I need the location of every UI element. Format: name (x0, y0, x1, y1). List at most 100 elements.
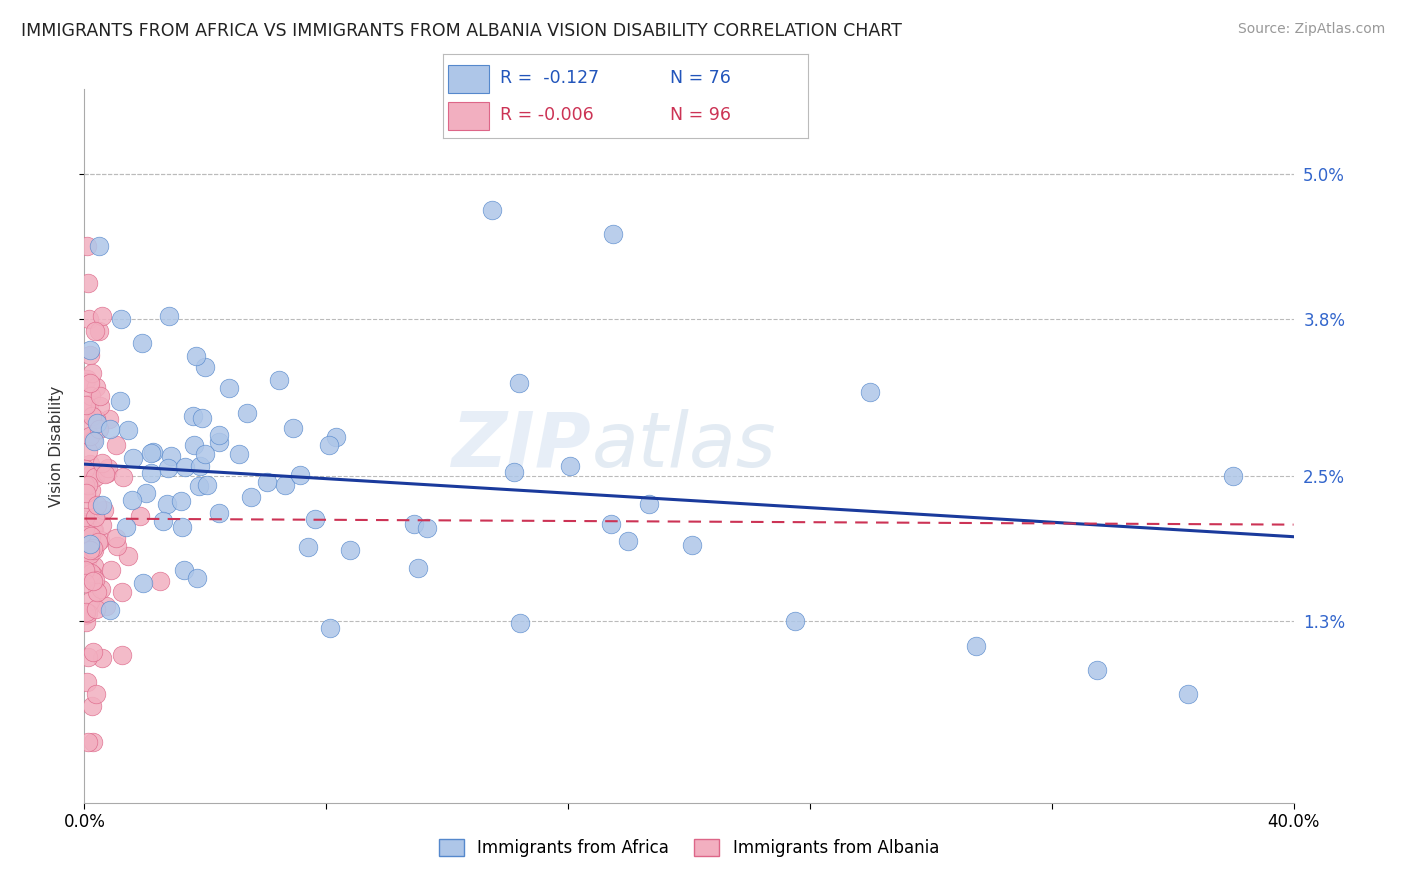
Point (290, 468, 312, 483)
Point (89, 389, 111, 403)
Point (76, 735, 98, 749)
Point (149, 574, 172, 588)
Point (83, 542, 105, 557)
Point (77, 276, 100, 290)
Point (80, 389, 103, 403)
Point (75, 521, 97, 535)
Point (183, 438, 205, 452)
Point (135, 485, 157, 500)
Point (75, 486, 97, 500)
Point (318, 438, 340, 452)
Point (110, 312, 132, 326)
Point (75, 510, 97, 524)
Point (83, 434, 105, 449)
Point (90, 518, 112, 533)
Point (83, 324, 105, 338)
Point (89, 239, 111, 253)
Point (115, 520, 138, 534)
Point (415, 521, 437, 535)
Point (77, 606, 100, 620)
Point (79, 594, 101, 608)
Point (142, 445, 165, 459)
Point (83, 470, 105, 484)
Point (75, 538, 97, 552)
Point (75, 398, 97, 412)
Point (1222, 469, 1244, 483)
Point (82, 467, 104, 481)
Point (83, 523, 105, 537)
Point (75, 575, 97, 590)
Point (187, 479, 209, 493)
Point (91, 310, 114, 324)
Point (239, 490, 262, 504)
Point (76, 649, 98, 664)
Point (94, 599, 117, 613)
Point (80, 409, 103, 424)
Point (82, 433, 104, 447)
Point (90, 582, 112, 597)
Point (79, 536, 101, 550)
Point (131, 336, 153, 351)
Point (128, 509, 150, 524)
Point (77, 478, 100, 492)
Point (93, 502, 115, 516)
Point (117, 424, 139, 438)
Point (79, 376, 101, 390)
Point (79, 348, 101, 362)
Point (325, 430, 347, 444)
Point (76, 546, 98, 560)
Point (96, 466, 118, 480)
Point (77, 397, 100, 411)
Point (76, 239, 98, 253)
Point (104, 531, 127, 545)
Point (141, 445, 163, 459)
Point (84, 412, 107, 426)
Point (83, 559, 105, 574)
Point (228, 447, 250, 461)
Point (75, 478, 97, 492)
Point (76, 515, 98, 529)
Text: R = -0.006: R = -0.006 (499, 106, 593, 125)
Point (184, 349, 207, 363)
Point (194, 447, 217, 461)
Point (141, 466, 163, 480)
Point (617, 533, 640, 548)
Point (82, 568, 104, 582)
Point (86, 687, 108, 701)
Text: Source: ZipAtlas.com: Source: ZipAtlas.com (1237, 22, 1385, 37)
Point (304, 512, 326, 526)
Point (339, 542, 361, 557)
Point (87, 535, 110, 549)
Point (86, 498, 108, 512)
Point (79, 429, 101, 443)
Point (77, 527, 100, 541)
Point (208, 434, 231, 449)
Point (503, 465, 526, 479)
Point (82, 574, 104, 588)
Point (100, 563, 122, 577)
Point (80, 699, 103, 714)
Point (80, 566, 103, 581)
Point (297, 540, 319, 554)
Text: atlas: atlas (592, 409, 776, 483)
Point (208, 428, 231, 442)
Point (188, 458, 211, 473)
Point (481, 203, 503, 218)
Point (89, 533, 111, 547)
Point (194, 360, 217, 375)
Point (75, 462, 97, 476)
Point (80, 409, 103, 423)
Point (76, 421, 98, 435)
Point (170, 520, 193, 534)
Point (207, 506, 229, 520)
Point (82, 366, 104, 380)
Point (1085, 663, 1108, 677)
Point (75, 521, 97, 535)
Point (195, 478, 218, 492)
Text: R =  -0.127: R = -0.127 (499, 69, 599, 87)
Point (508, 376, 530, 390)
Point (86, 602, 108, 616)
Point (79, 343, 101, 357)
Point (75, 605, 97, 619)
Point (408, 561, 430, 575)
